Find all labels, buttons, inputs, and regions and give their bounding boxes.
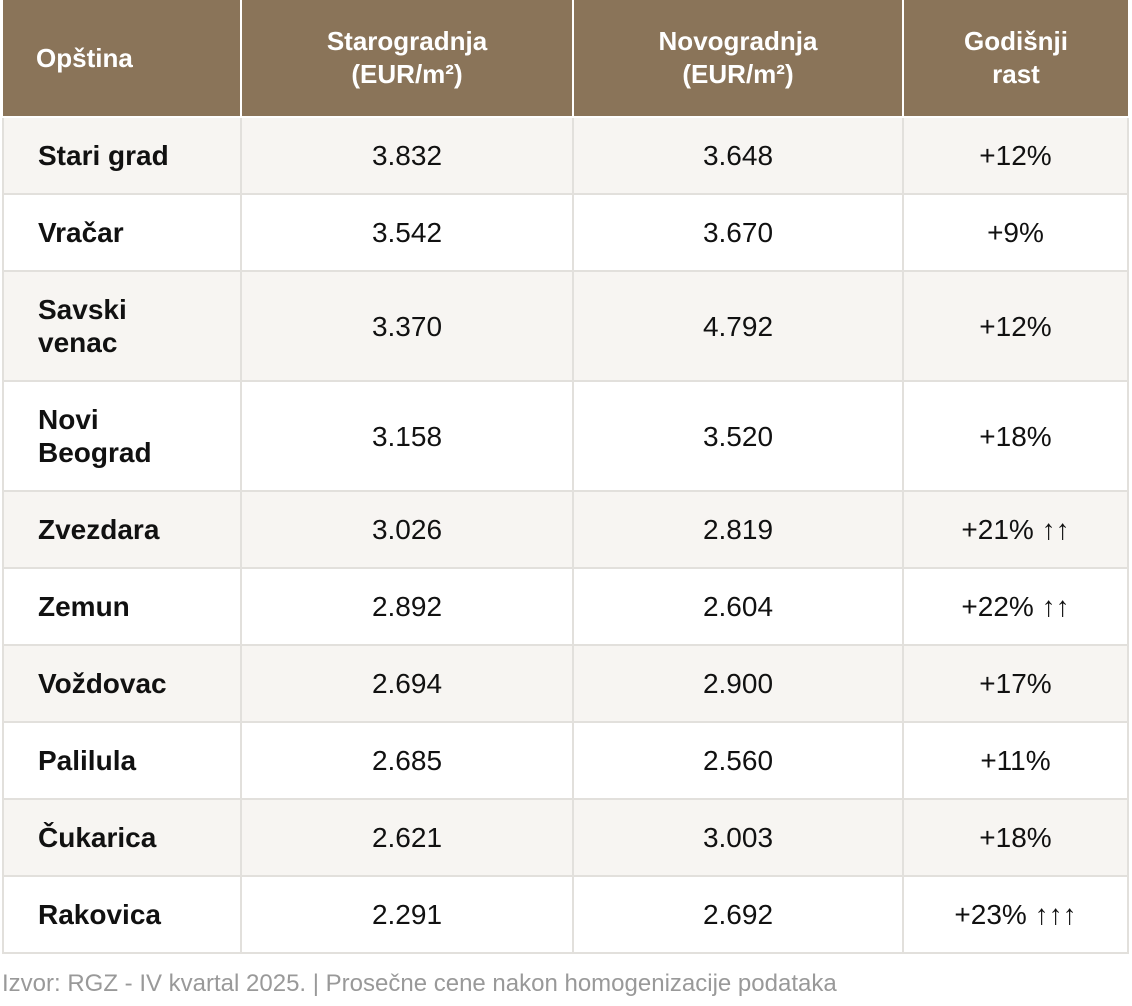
table-row: Čukarica 2.621 3.003 +18% <box>2 798 1129 877</box>
municipality-name: Vračar <box>2 193 242 272</box>
price-table: Opština Starogradnja (EUR/m²) Novogradnja… <box>2 0 1129 954</box>
header-annual-growth: Godišnji rast <box>902 0 1128 118</box>
old-build-price: 3.832 <box>240 116 574 195</box>
new-build-price: 3.648 <box>572 116 904 195</box>
municipality-name: Voždovac <box>2 644 242 723</box>
old-build-price: 2.892 <box>240 567 574 646</box>
old-build-price: 2.694 <box>240 644 574 723</box>
municipality-name: Čukarica <box>2 798 242 877</box>
municipality-name: Novi Beograd <box>2 380 242 492</box>
header-row: Opština Starogradnja (EUR/m²) Novogradnja… <box>3 0 1128 118</box>
annual-growth: +12% <box>902 116 1129 195</box>
table-row: Zvezdara 3.026 2.819 +21% ↑↑ <box>2 490 1129 569</box>
municipality-name: Stari grad <box>2 116 242 195</box>
table-row: Voždovac 2.694 2.900 +17% <box>2 644 1129 723</box>
municipality-name: Palilula <box>2 721 242 800</box>
annual-growth: +23% ↑↑↑ <box>902 875 1129 954</box>
municipality-name: Savski venac <box>2 270 242 382</box>
header-municipality: Opština <box>3 0 242 118</box>
old-build-price: 3.370 <box>240 270 574 382</box>
table-row: Vračar 3.542 3.670 +9% <box>2 193 1129 272</box>
municipality-name: Zemun <box>2 567 242 646</box>
new-build-price: 3.670 <box>572 193 904 272</box>
municipality-name: Rakovica <box>2 875 242 954</box>
new-build-price: 2.692 <box>572 875 904 954</box>
new-build-price: 4.792 <box>572 270 904 382</box>
old-build-price: 3.542 <box>240 193 574 272</box>
table-row: Stari grad 3.832 3.648 +12% <box>2 116 1129 195</box>
annual-growth: +11% <box>902 721 1129 800</box>
header-old-build: Starogradnja (EUR/m²) <box>240 0 574 118</box>
table-row: Novi Beograd 3.158 3.520 +18% <box>2 380 1129 492</box>
table-row: Savski venac 3.370 4.792 +12% <box>2 270 1129 382</box>
table-header: Opština Starogradnja (EUR/m²) Novogradnja… <box>3 0 1128 118</box>
table-row: Rakovica 2.291 2.692 +23% ↑↑↑ <box>2 875 1129 954</box>
new-build-price: 2.560 <box>572 721 904 800</box>
annual-growth: +12% <box>902 270 1129 382</box>
table-row: Palilula 2.685 2.560 +11% <box>2 721 1129 800</box>
old-build-price: 2.685 <box>240 721 574 800</box>
annual-growth: +17% <box>902 644 1129 723</box>
new-build-price: 3.003 <box>572 798 904 877</box>
source-note: Izvor: RGZ - IV kvartal 2025. | Prosečne… <box>2 970 837 997</box>
annual-growth: +18% <box>902 798 1129 877</box>
old-build-price: 2.291 <box>240 875 574 954</box>
new-build-price: 2.819 <box>572 490 904 569</box>
new-build-price: 2.604 <box>572 567 904 646</box>
annual-growth: +18% <box>902 380 1129 492</box>
new-build-price: 3.520 <box>572 380 904 492</box>
municipality-name: Zvezdara <box>2 490 242 569</box>
new-build-price: 2.900 <box>572 644 904 723</box>
annual-growth: +22% ↑↑ <box>902 567 1129 646</box>
header-new-build: Novogradnja (EUR/m²) <box>572 0 904 118</box>
old-build-price: 3.026 <box>240 490 574 569</box>
annual-growth: +9% <box>902 193 1129 272</box>
table-row: Zemun 2.892 2.604 +22% ↑↑ <box>2 567 1129 646</box>
table-body: Stari grad 3.832 3.648 +12% Vračar 3.542… <box>2 116 1129 954</box>
old-build-price: 3.158 <box>240 380 574 492</box>
annual-growth: +21% ↑↑ <box>902 490 1129 569</box>
old-build-price: 2.621 <box>240 798 574 877</box>
